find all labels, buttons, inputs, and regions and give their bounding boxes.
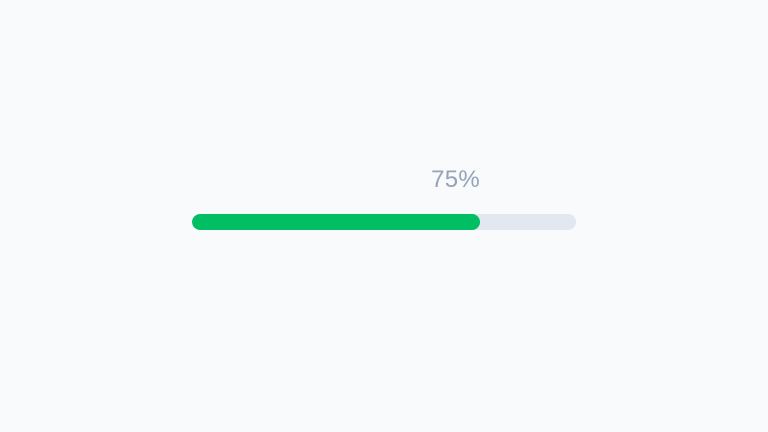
- progress-percent-label: 75%: [431, 166, 480, 193]
- progress-label-row: 75%: [192, 164, 576, 200]
- progress-fill: [192, 214, 480, 230]
- progress-widget: 75%: [192, 164, 576, 230]
- progress-track: [192, 214, 576, 230]
